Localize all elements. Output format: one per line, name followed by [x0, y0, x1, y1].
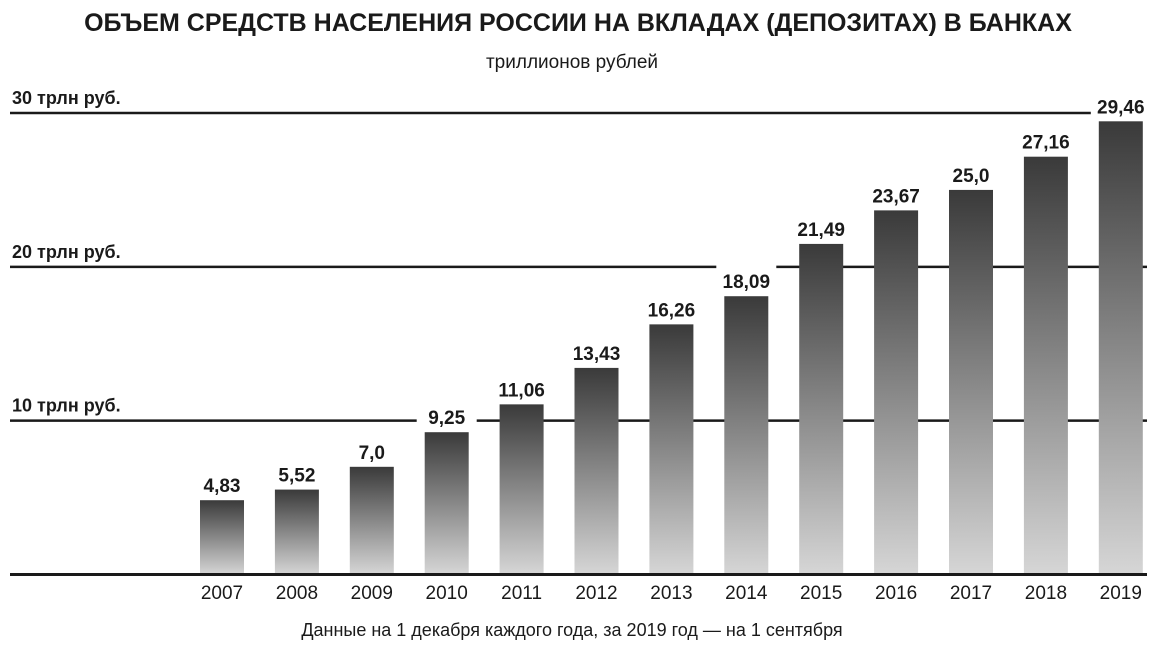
bar-2012: [574, 367, 619, 575]
x-tick-2015: 2015: [800, 583, 842, 604]
label-backdrop-2007: [192, 466, 252, 501]
gridline-label-30: 30 трлн руб.: [12, 88, 121, 108]
bar-2017: [949, 189, 993, 575]
bar-2014: [724, 296, 769, 575]
gridline-label-20: 20 трлн руб.: [12, 242, 121, 262]
x-tick-2013: 2013: [650, 583, 692, 604]
value-label-2016: 23,67: [872, 186, 920, 207]
x-tick-2019: 2019: [1100, 583, 1142, 604]
chart-subtitle: триллионов рублей: [486, 52, 658, 73]
value-label-2014: 18,09: [723, 272, 771, 293]
x-tick-2010: 2010: [426, 583, 468, 604]
gridline-label-10: 10 трлн руб.: [12, 396, 121, 416]
label-backdrop-2015: [791, 209, 852, 244]
bar-2011: [499, 404, 544, 575]
x-tick-2014: 2014: [725, 583, 768, 604]
value-labels: 4,83 5,52 7,0 9,25 11,06 13,43 16,26 18,09 21,49…: [204, 97, 1145, 497]
value-label-2010: 9,25: [428, 408, 465, 429]
bar-2007: [200, 500, 244, 575]
bar-2008: [274, 489, 319, 575]
label-backdrop-2014: [716, 262, 777, 297]
bar-2018: [1023, 156, 1068, 575]
label-backdrop-2010: [416, 398, 477, 433]
label-backdrop-2018: [1015, 122, 1076, 157]
label-backdrop-2013: [641, 290, 702, 325]
label-backdrop-2011: [491, 370, 552, 405]
bar-2009: [349, 466, 394, 575]
bar-2013: [649, 324, 694, 575]
bar-2010: [424, 432, 469, 575]
label-backdrop-2016: [866, 176, 927, 211]
bar-2019: [1098, 121, 1143, 575]
value-label-2018: 27,16: [1022, 133, 1070, 154]
value-label-2007: 4,83: [204, 476, 241, 497]
label-backdrop-2019: [1090, 87, 1151, 122]
value-label-2017: 25,0: [953, 166, 990, 187]
bar-2015: [799, 243, 844, 575]
label-backdrop-2008: [266, 455, 327, 490]
value-label-2011: 11,06: [498, 380, 545, 401]
value-label-2008: 5,52: [278, 466, 315, 487]
x-tick-2018: 2018: [1025, 583, 1067, 604]
value-label-2015: 21,49: [797, 220, 845, 241]
x-tick-2008: 2008: [276, 583, 318, 604]
x-tick-2009: 2009: [351, 583, 393, 604]
x-tick-2011: 2011: [501, 583, 542, 604]
label-backdrop-2017: [941, 155, 1001, 190]
x-axis-ticks: 2007 2008 2009 2010 2011 2012 2013 2014 2015 2016…: [201, 583, 1142, 604]
chart-footnote: Данные на 1 декабря каждого года, за 201…: [301, 620, 842, 640]
value-label-2009: 7,0: [359, 443, 385, 464]
x-tick-2012: 2012: [575, 583, 617, 604]
label-backdrop-2009: [341, 432, 402, 467]
value-label-2012: 13,43: [573, 344, 621, 365]
value-label-2019: 29,46: [1097, 97, 1145, 118]
label-backdrop-2012: [566, 333, 627, 368]
bars: [192, 87, 1151, 575]
x-tick-2007: 2007: [201, 583, 243, 604]
x-tick-2017: 2017: [950, 583, 992, 604]
value-label-2013: 16,26: [648, 300, 696, 321]
bar-2016: [874, 210, 919, 575]
x-tick-2016: 2016: [875, 583, 917, 604]
chart-title: ОБЪЕМ СРЕДСТВ НАСЕЛЕНИЯ РОССИИ НА ВКЛАДА…: [84, 9, 1072, 37]
